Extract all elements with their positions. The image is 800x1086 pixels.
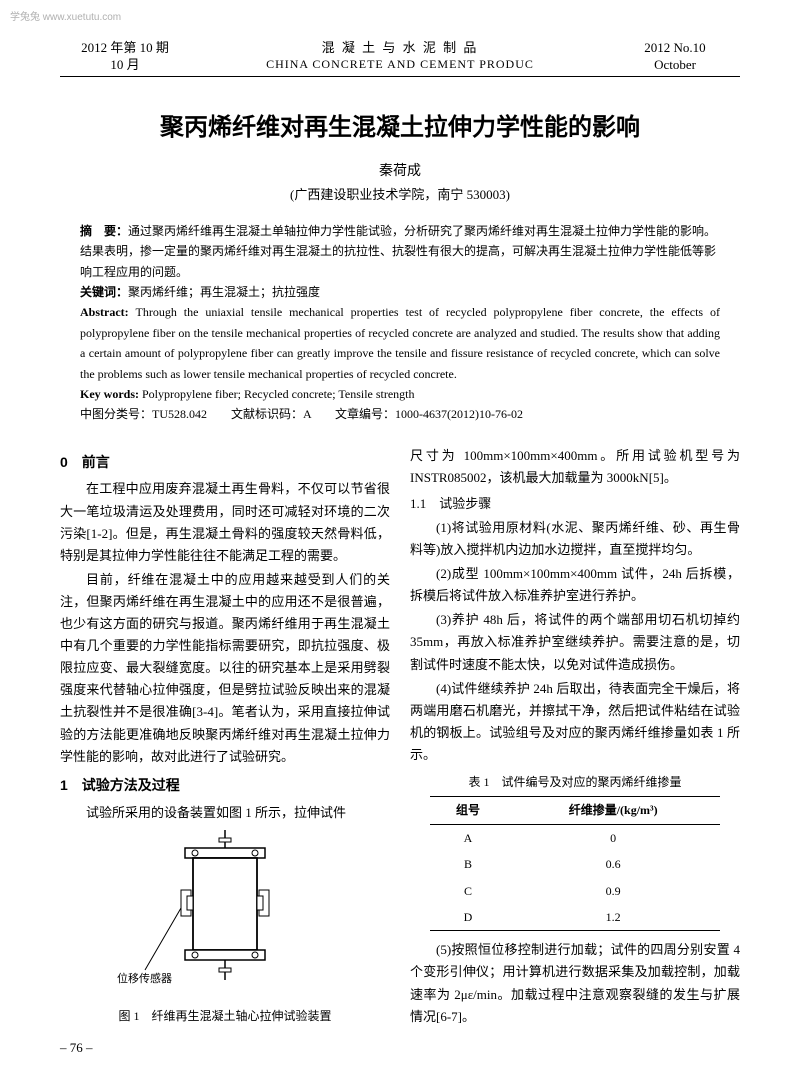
header-right: 2012 No.10 October — [610, 40, 740, 74]
section-0-p2: 目前，纤维在混凝土中的应用越来越受到人们的关注，但聚丙烯纤维在再生混凝土中的应用… — [60, 569, 390, 768]
section-1-1-p4: (4)试件继续养护 24h 后取出，待表面完全干燥后，将两端用磨石机磨光，并擦拭… — [410, 678, 740, 766]
abstract-cn-text: 通过聚丙烯纤维再生混凝土单轴拉伸力学性能试验，分析研究了聚丙烯纤维对再生混凝土拉… — [80, 224, 716, 279]
section-0-p1: 在工程中应用废弃混凝土再生骨料，不仅可以节省很大一笔垃圾清运及处理费用，同时还可… — [60, 478, 390, 566]
cell-dosage: 0.9 — [506, 878, 720, 904]
page-number: – 76 – — [60, 1040, 740, 1056]
abstract-cn-label: 摘 要： — [80, 224, 128, 238]
journal-name-cn: 混 凝 土 与 水 泥 制 品 — [190, 40, 610, 57]
header-left-line1: 2012 年第 10 期 — [60, 40, 190, 57]
section-1-head: 1 试验方法及过程 — [60, 774, 390, 798]
section-0-head: 0 前言 — [60, 451, 390, 475]
body-columns: 0 前言 在工程中应用废弃混凝土再生骨料，不仅可以节省很大一笔垃圾清运及处理费用… — [60, 445, 740, 1030]
header-center: 混 凝 土 与 水 泥 制 品 CHINA CONCRETE AND CEMEN… — [190, 40, 610, 74]
affiliation: (广西建设职业技术学院，南宁 530003) — [60, 184, 740, 203]
abstract-cn: 摘 要：通过聚丙烯纤维再生混凝土单轴拉伸力学性能试验，分析研究了聚丙烯纤维对再生… — [80, 221, 720, 282]
cell-group: C — [430, 878, 506, 904]
figure-1-caption: 图 1 纤维再生混凝土轴心拉伸试验装置 — [60, 1006, 390, 1026]
keywords-cn: 关键词：聚丙烯纤维；再生混凝土；抗拉强度 — [80, 282, 720, 302]
author-name: 秦荷成 — [60, 160, 740, 180]
keywords-en: Key words: Polypropylene fiber; Recycled… — [80, 384, 720, 404]
section-1-right-p1: 尺寸为 100mm×100mm×400mm。所用试验机型号为 INSTR0850… — [410, 445, 740, 489]
section-1-p1: 试验所采用的设备装置如图 1 所示，拉伸试件 — [60, 802, 390, 824]
journal-name-en: CHINA CONCRETE AND CEMENT PRODUC — [190, 57, 610, 73]
section-1-1-head: 1.1 试验步骤 — [410, 493, 740, 515]
table-row: C 0.9 — [430, 878, 720, 904]
section-1-1-p2: (2)成型 100mm×100mm×400mm 试件，24h 后拆模，拆模后将试… — [410, 563, 740, 607]
header-left: 2012 年第 10 期 10 月 — [60, 40, 190, 74]
sensor-label: 位移传感器 — [117, 971, 172, 985]
header-left-line2: 10 月 — [60, 57, 190, 74]
header-right-line1: 2012 No.10 — [610, 40, 740, 57]
page-container: 2012 年第 10 期 10 月 混 凝 土 与 水 泥 制 品 CHINA … — [0, 0, 800, 1086]
keywords-cn-label: 关键词： — [80, 285, 128, 299]
right-column: 尺寸为 100mm×100mm×400mm。所用试验机型号为 INSTR0850… — [410, 445, 740, 1030]
classification-line: 中图分类号：TU528.042 文献标识码：A 文章编号：1000-4637(2… — [80, 404, 720, 424]
article-title: 聚丙烯纤维对再生混凝土拉伸力学性能的影响 — [60, 107, 740, 142]
abstract-en-label: Abstract: — [80, 305, 136, 319]
keywords-en-text: Polypropylene fiber; Recycled concrete; … — [142, 387, 415, 401]
table-1-header-row: 组号 纤维掺量/(kg/m³) — [430, 797, 720, 824]
cell-group: A — [430, 824, 506, 851]
header-right-line2: October — [610, 57, 740, 74]
left-column: 0 前言 在工程中应用废弃混凝土再生骨料，不仅可以节省很大一笔垃圾清运及处理费用… — [60, 445, 390, 1030]
running-header: 2012 年第 10 期 10 月 混 凝 土 与 水 泥 制 品 CHINA … — [60, 40, 740, 77]
cell-dosage: 1.2 — [506, 904, 720, 931]
table-1: 组号 纤维掺量/(kg/m³) A 0 B 0.6 C 0.9 — [430, 796, 720, 931]
table-row: B 0.6 — [430, 851, 720, 877]
table-row: D 1.2 — [430, 904, 720, 931]
section-1-1-p1: (1)将试验用原材料(水泥、聚丙烯纤维、砂、再生骨料等)放入搅拌机内边加水边搅拌… — [410, 517, 740, 561]
keywords-en-label: Key words: — [80, 387, 142, 401]
abstract-block: 摘 要：通过聚丙烯纤维再生混凝土单轴拉伸力学性能试验，分析研究了聚丙烯纤维对再生… — [80, 221, 720, 425]
table-1-col1: 组号 — [430, 797, 506, 824]
cell-dosage: 0.6 — [506, 851, 720, 877]
abstract-en-text: Through the uniaxial tensile mechanical … — [80, 305, 720, 380]
abstract-en: Abstract: Through the uniaxial tensile m… — [80, 302, 720, 384]
cell-group: D — [430, 904, 506, 931]
section-1-1-p3: (3)养护 48h 后，将试件的两个端部用切石机切掉约 35mm，再放入标准养护… — [410, 609, 740, 675]
figure-1-diagram: 位移传感器 — [115, 830, 335, 1000]
table-1-caption: 表 1 试件编号及对应的聚丙烯纤维掺量 — [410, 772, 740, 792]
cell-group: B — [430, 851, 506, 877]
table-1-col2: 纤维掺量/(kg/m³) — [506, 797, 720, 824]
table-row: A 0 — [430, 824, 720, 851]
section-1-1-p5: (5)按照恒位移控制进行加载；试件的四周分别安置 4 个变形引伸仪；用计算机进行… — [410, 939, 740, 1027]
keywords-cn-text: 聚丙烯纤维；再生混凝土；抗拉强度 — [128, 285, 320, 299]
cell-dosage: 0 — [506, 824, 720, 851]
